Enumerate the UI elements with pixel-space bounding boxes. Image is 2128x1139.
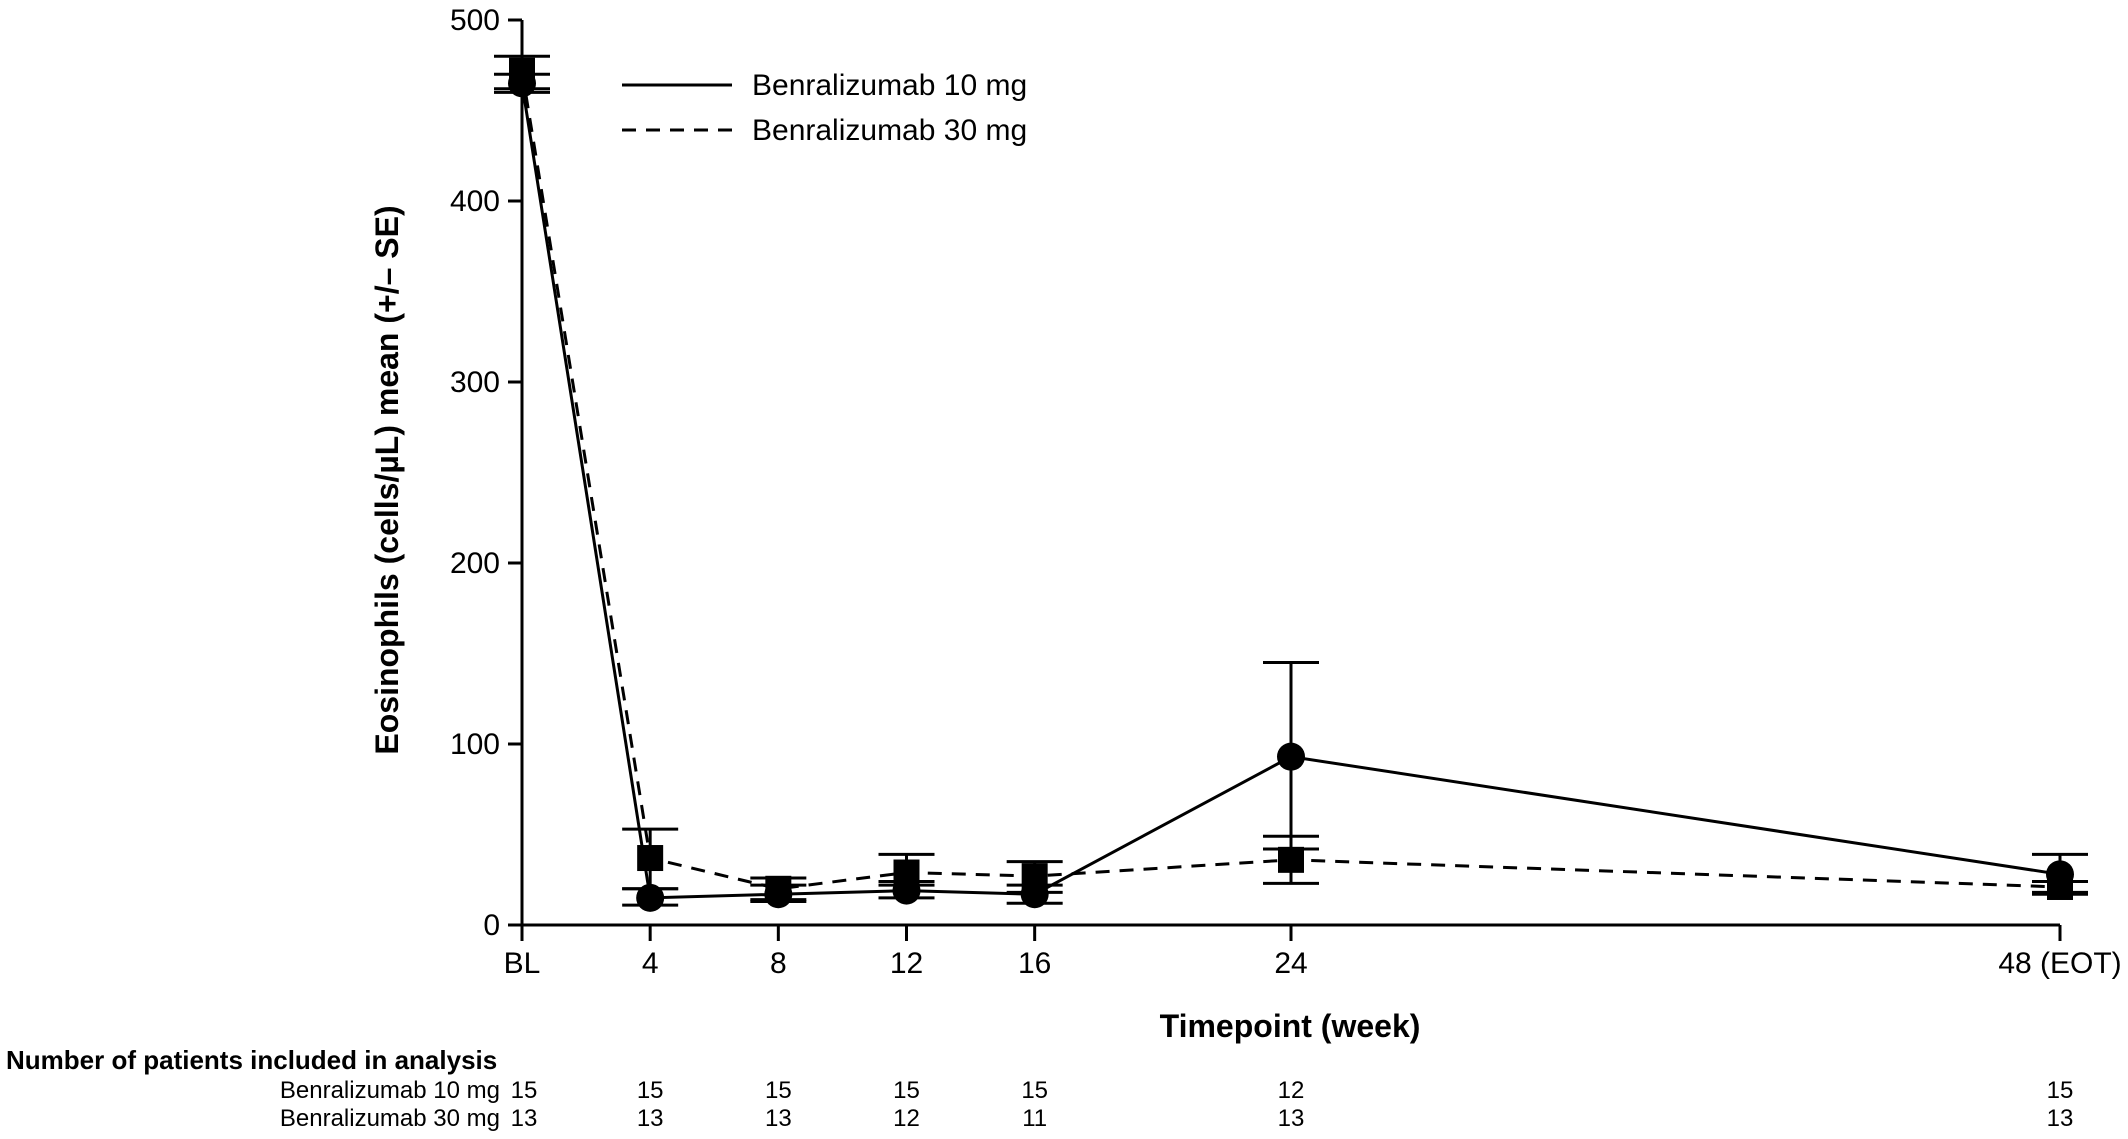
x-tick-label: 12 xyxy=(890,947,923,980)
patients-count: 13 xyxy=(2047,1105,2074,1132)
y-tick-label: 200 xyxy=(450,547,500,580)
patients-count: 15 xyxy=(511,1077,538,1104)
x-tick-label: 16 xyxy=(1018,947,1051,980)
patients-count: 11 xyxy=(1022,1105,1047,1132)
data-point-square xyxy=(1021,863,1048,890)
patients-count: 13 xyxy=(765,1105,792,1132)
axes: 0 100 200 300 400 500 BL 4 8 12 16 24 48 (EOT) xyxy=(450,4,2122,980)
data-point-circle xyxy=(636,883,665,912)
y-tick-label: 500 xyxy=(450,4,500,37)
patients-count: 15 xyxy=(765,1077,792,1104)
series-2 xyxy=(494,54,2088,902)
data-point-square xyxy=(893,859,920,886)
y-tick-label: 300 xyxy=(450,366,500,399)
series-1 xyxy=(494,69,2088,912)
x-tick-label: 4 xyxy=(642,947,659,980)
legend-label-1: Benralizumab 10 mg xyxy=(752,69,1027,102)
x-tick-label: BL xyxy=(504,947,541,980)
data-point-square xyxy=(765,875,792,902)
y-tick-label: 100 xyxy=(450,728,500,761)
y-tick-label: 400 xyxy=(450,185,500,218)
patients-count: 12 xyxy=(893,1105,920,1132)
series-layer xyxy=(494,54,2088,912)
data-point-square xyxy=(637,845,664,872)
x-axis-title: Timepoint (week) xyxy=(1160,1008,1421,1044)
legend-label-2: Benralizumab 30 mg xyxy=(752,114,1027,147)
patients-row-label: Benralizumab 10 mg xyxy=(280,1077,500,1104)
patients-count: 13 xyxy=(637,1105,664,1132)
data-point-square xyxy=(509,57,535,84)
data-point-square xyxy=(2047,873,2073,900)
patients-count: 15 xyxy=(2047,1077,2074,1104)
patients-count: 15 xyxy=(637,1077,664,1104)
y-tick-label: 0 xyxy=(483,909,500,942)
legend: Benralizumab 10 mg Benralizumab 30 mg xyxy=(622,69,1027,147)
x-tick-label: 8 xyxy=(770,947,787,980)
patients-table-title: Number of patients included in analysis xyxy=(6,1045,497,1075)
patients-count: 13 xyxy=(511,1105,538,1132)
patients-count: 12 xyxy=(1278,1077,1305,1104)
x-tick-label: 48 (EOT) xyxy=(1998,947,2121,980)
y-axis-title: Eosinophils (cells/µL) mean (+/– SE) xyxy=(369,205,405,754)
patients-count: 13 xyxy=(1278,1105,1305,1132)
x-tick-label: 24 xyxy=(1274,947,1307,980)
data-point-circle xyxy=(1277,742,1305,771)
patients-row-label: Benralizumab 30 mg xyxy=(280,1105,500,1132)
patients-count: 15 xyxy=(893,1077,920,1104)
data-point-square xyxy=(1278,846,1304,873)
patients-count: 15 xyxy=(1021,1077,1048,1104)
patients-table: Number of patients included in analysis … xyxy=(6,1045,2073,1132)
